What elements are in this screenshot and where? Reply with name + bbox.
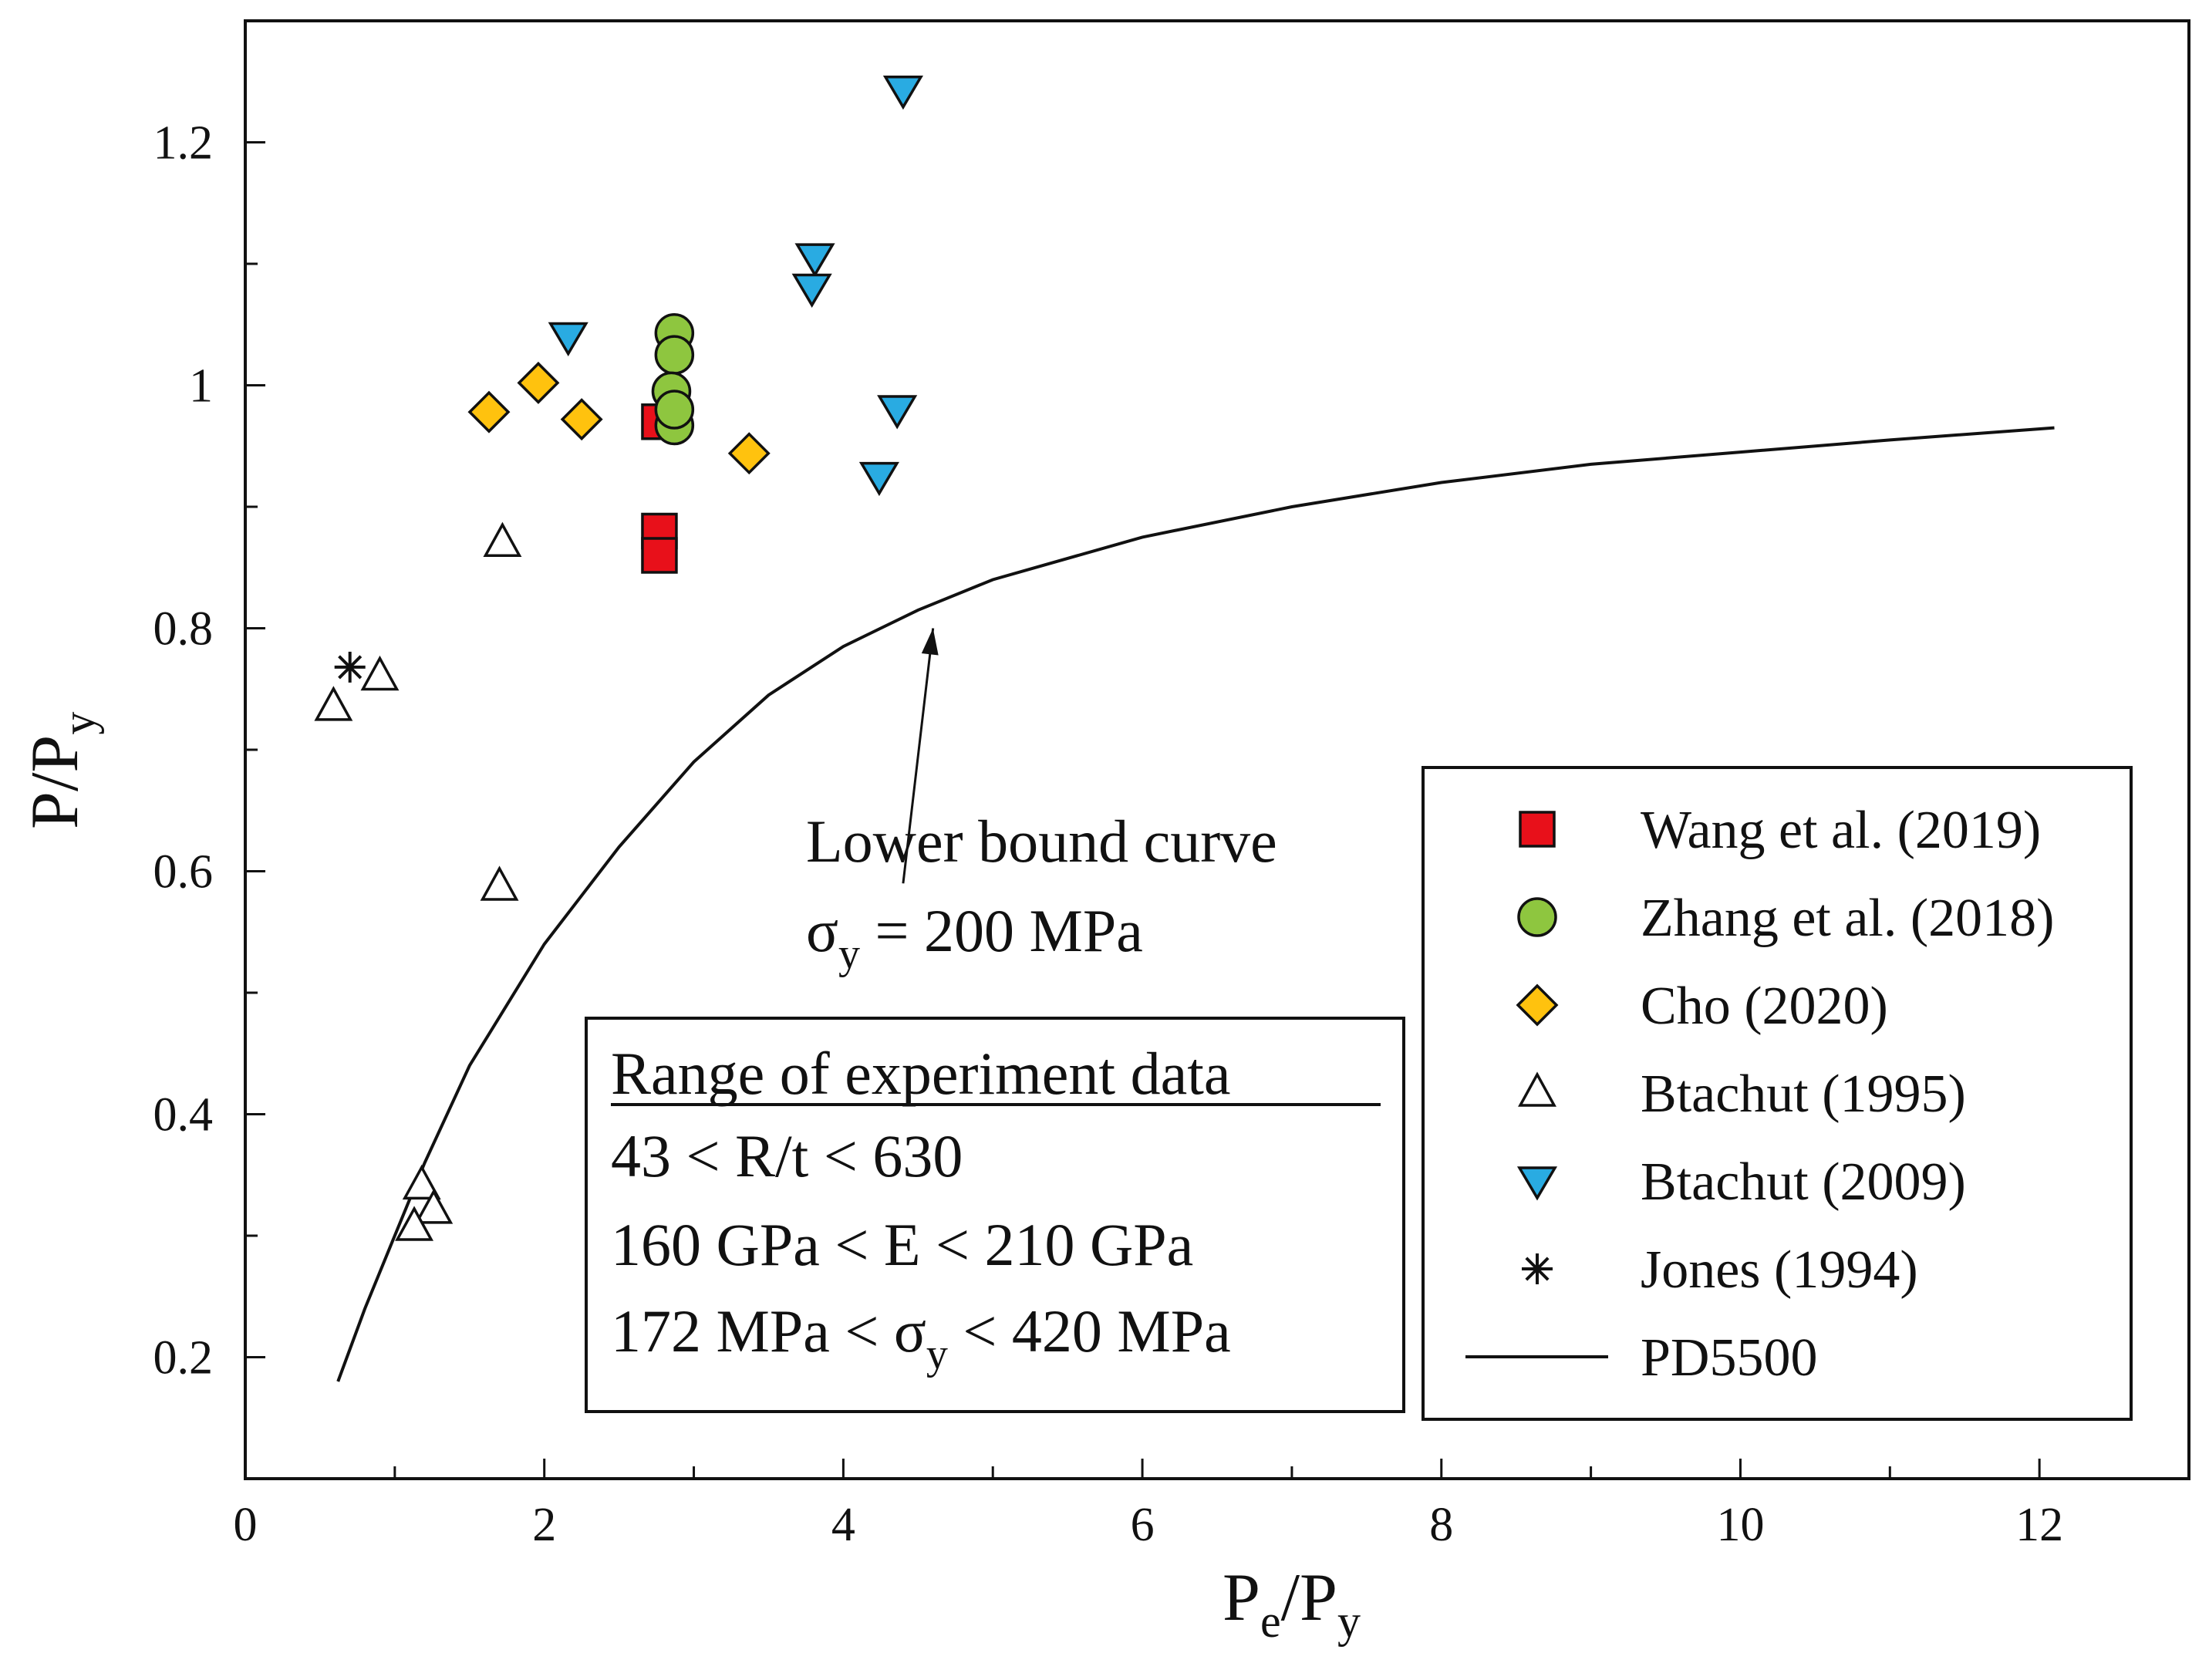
range-box-line1: 43 < R/t < 630 (611, 1122, 963, 1189)
legend-label: Cho (2020) (1641, 977, 1888, 1036)
y-axis-title-sub: y (53, 712, 104, 735)
range-box-title: Range of experiment data (611, 1040, 1231, 1107)
point-zhang-et-al-2018 (654, 335, 695, 375)
point-zhang-et-al-2018 (654, 390, 695, 430)
range-box-line3-post: < 420 MPa (948, 1297, 1231, 1365)
point-cho-2020 (727, 432, 771, 475)
y-axis-title: P/Py (18, 712, 104, 829)
curve-label-line1: Lower bound curve (806, 808, 1277, 875)
x-tick-label: 8 (1429, 1499, 1453, 1551)
point-btachut-2009 (794, 243, 835, 278)
point-btachut-1995 (402, 1164, 441, 1200)
range-box-line3: 172 MPa < σy < 420 MPa (611, 1297, 1231, 1378)
y-axis-ticks: 0.2 0.4 0.6 0.8 1 1.2 (153, 117, 265, 1480)
point-wang-et-al-2019 (641, 537, 678, 574)
y-tick-label: 0.2 (153, 1332, 214, 1385)
range-box: Range of experiment data 43 < R/t < 630 … (585, 1017, 1405, 1413)
curve-label-sub: y (838, 930, 860, 978)
point-btachut-1995 (480, 865, 519, 901)
series-pd5500-curve (336, 426, 2055, 1382)
legend-item-wang-et-al-2019: Wang et al. (2019) (1519, 801, 2041, 860)
legend-label: PD5500 (1641, 1328, 1817, 1388)
legend-label: Jones (1994) (1641, 1240, 1918, 1300)
annotation-arrow (902, 628, 939, 884)
legend-marker-cho-2020 (1516, 983, 1559, 1027)
range-box-frame (585, 1017, 1405, 1413)
range-box-line3-pre: 172 MPa < σ (611, 1297, 926, 1365)
x-tick-label: 2 (532, 1499, 556, 1551)
point-cho-2020 (467, 390, 511, 433)
curve-label-sigma: σ (806, 897, 838, 964)
legend-marker-zhang-et-al-2018 (1517, 897, 1557, 937)
point-btachut-1995 (395, 1206, 434, 1241)
legend-label: Btachut (2009) (1641, 1152, 1966, 1212)
curve-label-line2: σy = 200 MPa (806, 897, 1143, 978)
point-btachut-2009 (548, 322, 589, 356)
range-box-line2: 160 GPa < E < 210 GPa (611, 1211, 1193, 1278)
x-axis-title: Pe/Py (1223, 1560, 1361, 1647)
legend-marker-wang-et-al-2019 (1519, 811, 1556, 848)
annotation-arrow-head (921, 628, 939, 656)
legend-item-jones-1994: Jones (1994) (1522, 1240, 1918, 1300)
legend-marker-btachut-1995 (1518, 1071, 1556, 1107)
y-tick-label: 0.8 (153, 603, 214, 656)
point-btachut-2009 (882, 76, 923, 110)
x-tick-label: 10 (1716, 1499, 1764, 1551)
legend-item-btachut-2009: Btachut (2009) (1516, 1152, 1966, 1212)
legend-item-btachut-1995: Btachut (1995) (1518, 1064, 1966, 1124)
curve-label-rest: = 200 MPa (860, 897, 1143, 964)
x-tick-label: 0 (234, 1499, 258, 1551)
data-markers (314, 76, 923, 1241)
legend-items: Wang et al. (2019) Zhang et al. (2018) Cho… (1465, 801, 2054, 1388)
range-box-line3-sub: y (926, 1331, 948, 1378)
point-jones-1994 (334, 651, 366, 683)
y-tick-label: 1 (189, 360, 213, 413)
y-axis-title-main: P/P (18, 735, 93, 829)
point-cho-2020 (517, 361, 560, 404)
x-axis-title-sub1: e (1260, 1596, 1281, 1647)
x-axis-title-slash: /P (1281, 1560, 1337, 1635)
x-axis-title-sub2: y (1337, 1596, 1361, 1647)
point-btachut-1995 (483, 521, 522, 557)
legend-label: Btachut (1995) (1641, 1064, 1966, 1124)
x-tick-label: 12 (2015, 1499, 2063, 1551)
point-btachut-1995 (314, 686, 353, 721)
legend-item-cho-2020: Cho (2020) (1516, 977, 1888, 1036)
legend-label: Wang et al. (2019) (1641, 801, 2041, 860)
legend-label: Zhang et al. (2018) (1641, 889, 2054, 948)
legend-marker-btachut-2009 (1516, 1166, 1558, 1201)
point-btachut-1995 (414, 1189, 454, 1224)
legend: Wang et al. (2019) Zhang et al. (2018) Cho… (1422, 766, 2133, 1421)
x-axis-title-main: P (1223, 1560, 1260, 1635)
legend-marker-jones-1994 (1522, 1253, 1553, 1284)
x-axis-ticks: 0 2 4 6 8 10 12 (234, 1459, 2190, 1551)
point-btachut-2009 (791, 273, 832, 308)
y-tick-label: 0.6 (153, 846, 214, 899)
point-btachut-2009 (877, 395, 918, 430)
x-tick-label: 6 (1131, 1499, 1155, 1551)
point-cho-2020 (560, 398, 603, 441)
point-btachut-1995 (360, 655, 400, 691)
x-tick-label: 4 (831, 1499, 855, 1551)
annotation-arrow-shaft (902, 628, 935, 884)
y-tick-label: 1.2 (153, 117, 214, 170)
legend-item-pd5500: PD5500 (1465, 1328, 1817, 1388)
point-btachut-2009 (858, 461, 899, 497)
y-tick-label: 0.4 (153, 1089, 214, 1142)
legend-item-zhang-et-al-2018: Zhang et al. (2018) (1517, 889, 2054, 948)
